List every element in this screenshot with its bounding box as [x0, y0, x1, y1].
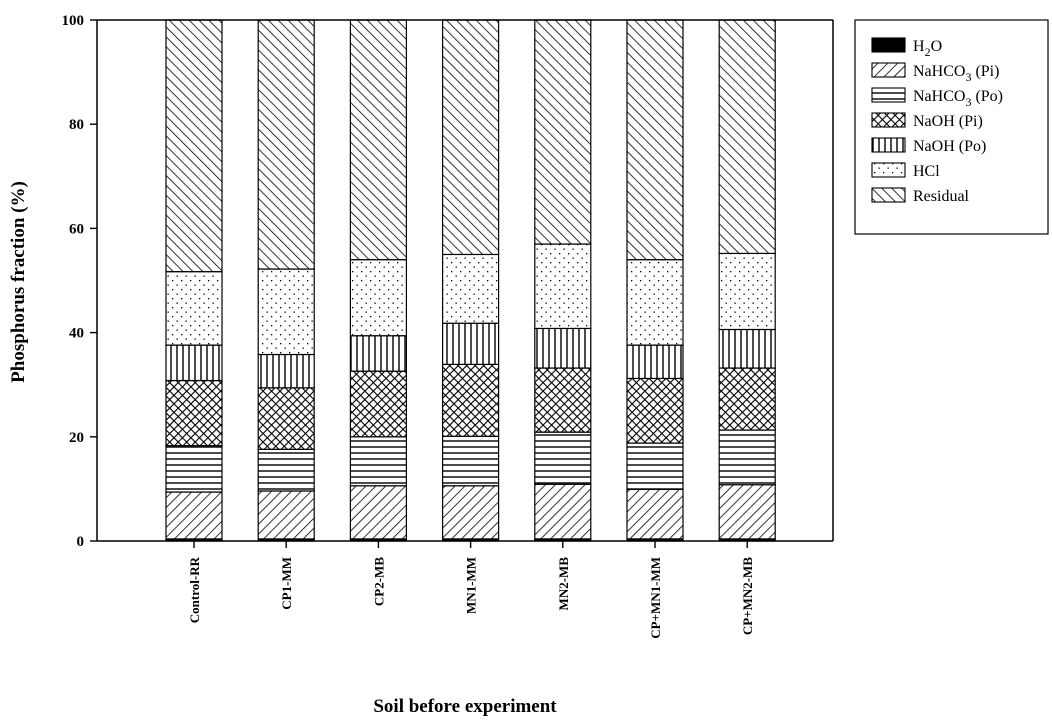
x-category-label: CP+MN2-MB — [740, 557, 755, 635]
legend-label: HCl — [913, 163, 940, 180]
legend-swatch — [871, 187, 906, 203]
bar-segment-6-3 — [349, 259, 407, 337]
y-tick-label: 20 — [69, 430, 84, 446]
x-categories: Control-RR CP1-MM CP2-MB MN1-MM MN2-MB CP+MN1… — [187, 541, 755, 639]
legend-swatch — [871, 162, 906, 178]
x-category-label: CP1-MM — [279, 557, 294, 610]
x-category-label: CP+MN1-MM — [648, 557, 663, 639]
x-axis-title: Soil before experiment — [373, 696, 557, 717]
y-tick-label: 0 — [77, 534, 85, 550]
bar-segment-5-7 — [718, 328, 776, 369]
bar-segment-7-3 — [349, 19, 407, 261]
x-category-label: Control-RR — [187, 556, 202, 623]
bar-segment-6-2 — [257, 268, 315, 356]
bars-layer — [165, 19, 776, 542]
bar-segment-3-5 — [534, 431, 592, 485]
bar-segment-7-2 — [257, 19, 315, 270]
bar-segment-2-2 — [257, 490, 315, 540]
bar-segment-4-6 — [626, 377, 684, 444]
bar-segment-7-4 — [442, 19, 500, 256]
bar-segment-5-2 — [257, 353, 315, 389]
bar-segment-5-5 — [534, 327, 592, 369]
legend-swatch — [871, 87, 906, 103]
legend-swatch — [871, 137, 906, 153]
legend-label: NaOH (Pi) — [913, 113, 983, 130]
y-axis-title: Phosphorus fraction (%) — [8, 181, 29, 383]
bar-segment-2-1 — [165, 491, 223, 540]
bar-segment-2-3 — [349, 485, 407, 540]
y-tick-label: 100 — [62, 13, 85, 29]
bar-segment-3-1 — [165, 445, 223, 493]
legend-swatch — [871, 37, 906, 53]
bar-segment-5-4 — [442, 322, 500, 365]
bar-segment-4-7 — [718, 367, 776, 431]
bar-segment-2-5 — [534, 483, 592, 540]
bar-segment-4-2 — [257, 387, 315, 450]
y-ticks: 0 20 40 60 80 100 — [62, 13, 97, 550]
bar-segment-7-5 — [534, 19, 592, 245]
bar-segment-2-4 — [442, 485, 500, 540]
y-tick-label: 60 — [69, 221, 84, 237]
bar-segment-5-6 — [626, 344, 684, 380]
bar-segment-3-4 — [442, 435, 500, 487]
axes — [96, 19, 834, 542]
legend-label: Residual — [913, 188, 970, 205]
bar-segment-5-3 — [349, 335, 407, 372]
bar-segment-6-6 — [626, 259, 684, 346]
legend-swatch — [871, 112, 906, 128]
bar-segment-4-1 — [165, 379, 223, 447]
bar-segment-4-4 — [442, 363, 500, 437]
y-tick-label: 80 — [69, 117, 84, 133]
x-category-label: MN1-MM — [464, 557, 479, 614]
bar-segment-3-7 — [718, 429, 776, 486]
x-category-label: MN2-MB — [556, 557, 571, 611]
legend: H2O NaHCO3 (Pi) NaHCO3 (Po) NaOH (Pi) NaOH (… — [854, 19, 1049, 235]
bar-segment-3-2 — [257, 448, 315, 492]
bar-segment-4-5 — [534, 367, 592, 433]
bar-segment-6-5 — [534, 243, 592, 330]
legend-swatch — [871, 62, 906, 78]
bar-segment-6-1 — [165, 271, 223, 346]
bar-segment-6-4 — [442, 253, 500, 324]
legend-label: NaOH (Po) — [913, 138, 986, 155]
bar-segment-5-1 — [165, 344, 223, 382]
bar-segment-7-6 — [626, 19, 684, 261]
bar-segment-3-6 — [626, 442, 684, 491]
bar-segment-4-3 — [349, 370, 407, 438]
bar-segment-3-3 — [349, 436, 407, 487]
legend-label: NaHCO3 (Po) — [913, 88, 1003, 109]
bar-segment-6-7 — [718, 252, 776, 331]
x-category-label: CP2-MB — [371, 557, 386, 606]
bar-segment-2-6 — [626, 488, 684, 540]
y-tick-label: 40 — [69, 326, 84, 342]
bar-segment-7-7 — [718, 19, 776, 255]
bar-segment-2-7 — [718, 484, 776, 540]
legend-label: H2O — [913, 38, 942, 59]
bar-segment-7-1 — [165, 19, 223, 273]
legend-label: NaHCO3 (Pi) — [913, 63, 999, 84]
